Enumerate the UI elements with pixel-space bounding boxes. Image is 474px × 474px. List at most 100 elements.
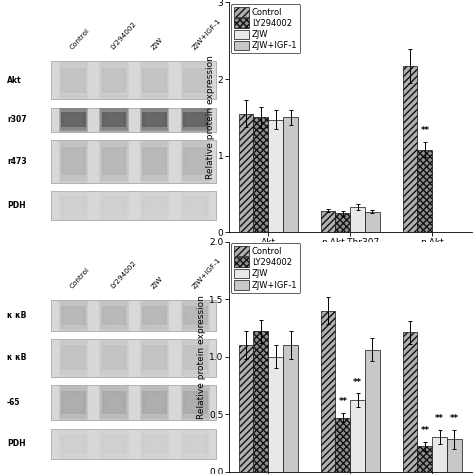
Bar [101,302,127,328]
Text: **: ** [420,126,429,135]
Bar [59,339,88,377]
Bar [182,109,209,131]
Bar [186,307,204,324]
Bar [184,305,206,326]
Bar [103,111,125,128]
Bar [183,306,208,325]
Legend: Control, LY294002, ZJW, ZJW+IGF-1: Control, LY294002, ZJW, ZJW+IGF-1 [231,4,300,54]
Bar [142,143,167,180]
Bar [146,308,163,323]
Bar [141,63,168,98]
Bar [101,143,127,180]
Bar [418,150,432,232]
Bar [146,151,163,172]
Bar [106,151,122,172]
Bar [60,141,87,181]
Text: **: ** [435,414,444,423]
Bar [146,71,163,90]
Bar [182,63,209,98]
Bar [63,111,84,128]
Bar [183,343,207,373]
Bar [65,71,82,90]
Bar [140,339,169,377]
Bar [141,109,168,131]
Bar [187,349,203,367]
Bar [146,197,164,213]
Bar [63,67,84,94]
Text: **: ** [353,377,362,386]
Bar [140,140,169,183]
Bar [105,307,123,324]
Bar [254,331,268,472]
Bar [336,418,350,472]
Bar [103,305,125,326]
Bar [102,65,126,95]
Bar [141,386,168,419]
Bar [183,432,207,456]
Bar [103,390,125,415]
Bar [103,67,125,94]
Bar [100,385,128,420]
Bar [143,432,166,456]
Bar [51,300,216,331]
Bar [181,300,210,331]
Bar [141,192,168,219]
Bar [141,141,168,181]
Bar [64,113,82,126]
Bar [144,146,165,176]
Bar [283,118,298,232]
Bar [268,120,283,232]
Bar [100,386,128,419]
Bar [185,148,205,175]
Bar [182,301,209,329]
Bar [187,437,203,451]
Bar [60,109,87,131]
Bar [105,347,123,368]
Text: r473: r473 [7,157,27,166]
Bar [183,391,208,414]
Text: PDH: PDH [7,439,26,448]
Bar [185,68,205,92]
Bar [51,108,216,132]
Bar [61,391,86,414]
Bar [100,428,128,459]
Text: κ κB: κ κB [7,311,27,320]
Bar [101,147,127,175]
Bar [186,393,204,412]
Bar [61,342,86,374]
Bar [183,147,208,175]
Bar [59,300,88,331]
Bar [63,390,84,415]
Bar [63,433,84,455]
Bar [62,110,85,129]
Bar [61,434,86,454]
Bar [184,146,206,176]
Bar [100,109,128,131]
Bar [186,149,204,173]
Bar [142,306,167,325]
Bar [146,394,163,411]
Bar [187,308,203,323]
Bar [106,437,122,451]
Bar [65,199,82,212]
Bar [182,193,208,218]
Bar [146,149,164,173]
Bar [64,197,82,213]
Bar [101,391,127,414]
Text: ZJW+IGF-1: ZJW+IGF-1 [191,256,222,290]
Y-axis label: Relative protein expression: Relative protein expression [206,55,215,179]
Bar [143,343,166,373]
Bar [268,356,283,472]
Bar [146,114,163,125]
Bar [104,196,124,214]
Bar [182,109,208,130]
Bar [142,193,167,218]
Bar [144,433,165,455]
Bar [142,346,167,370]
Bar [64,392,83,414]
Bar [185,392,205,414]
Bar [100,339,128,377]
Text: ZJW+IGF-1: ZJW+IGF-1 [191,18,222,51]
Bar [186,347,204,368]
Bar [59,191,88,220]
